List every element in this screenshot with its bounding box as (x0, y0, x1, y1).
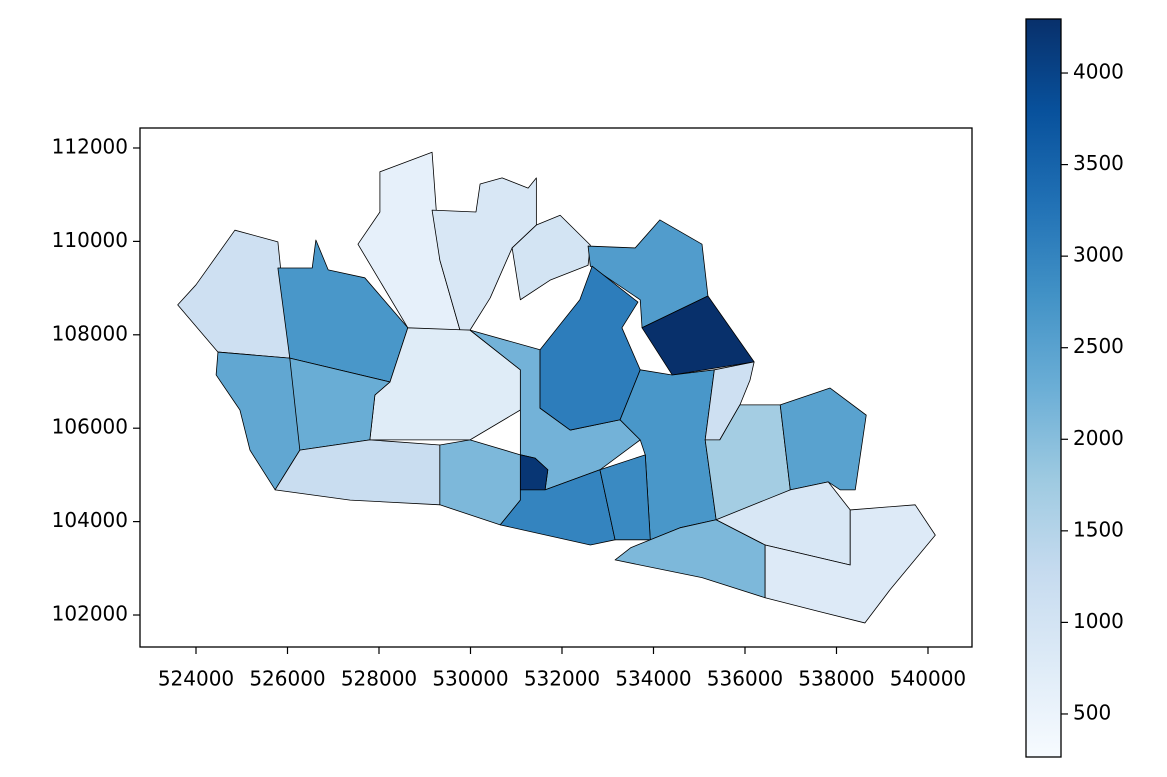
region (779, 387, 867, 491)
x-tick-label: 540000 (890, 667, 966, 691)
regions (177, 151, 936, 624)
region (764, 504, 936, 624)
region (439, 439, 521, 526)
x-tick-label: 526000 (249, 667, 325, 691)
map-frame (139, 127, 973, 648)
y-tick-label: 102000 (52, 602, 128, 626)
colorbar-tick-label: 500 (1073, 700, 1111, 724)
colorbar-tick-label: 1500 (1073, 517, 1124, 541)
colorbar-tick-label: 3500 (1073, 151, 1124, 175)
region (519, 454, 549, 491)
region (215, 351, 301, 491)
colorbar-tick-label: 3000 (1073, 243, 1124, 267)
region (177, 229, 291, 359)
x-tick-label: 528000 (341, 667, 417, 691)
y-tick-label: 110000 (52, 228, 128, 252)
region (539, 265, 641, 431)
y-tick-label: 104000 (52, 508, 128, 532)
colorbar-tick-label: 2000 (1073, 426, 1124, 450)
colorbar (1025, 18, 1062, 758)
x-tick-label: 538000 (798, 667, 874, 691)
x-tick-label: 530000 (432, 667, 508, 691)
region (511, 214, 591, 301)
x-tick-label: 536000 (707, 667, 783, 691)
region (499, 469, 616, 546)
y-tick-label: 108000 (52, 321, 128, 345)
colorbar-tick-label: 4000 (1073, 60, 1124, 84)
x-tick-label: 534000 (615, 667, 691, 691)
x-tick-label: 524000 (158, 667, 234, 691)
y-tick-label: 106000 (52, 415, 128, 439)
x-tick-label: 532000 (524, 667, 600, 691)
colorbar-tick-label: 1000 (1073, 609, 1124, 633)
colorbar-tick-label: 2500 (1073, 334, 1124, 358)
y-tick-label: 112000 (52, 134, 128, 158)
region (599, 454, 651, 541)
